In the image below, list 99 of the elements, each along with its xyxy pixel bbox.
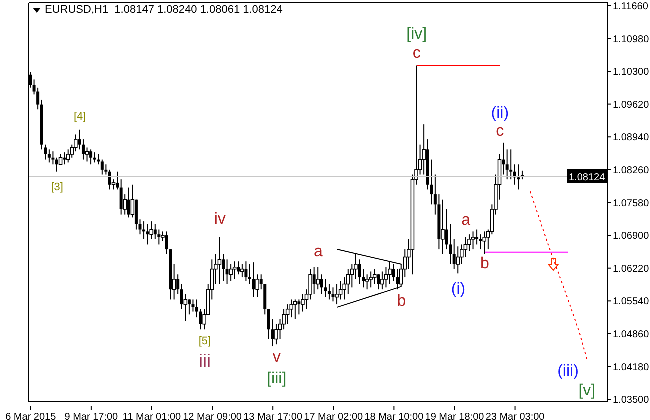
candlestick bbox=[229, 264, 233, 282]
candlestick bbox=[517, 164, 520, 190]
ref-line-label: 1.08124 bbox=[569, 172, 606, 184]
candlestick bbox=[312, 266, 316, 295]
candlestick bbox=[176, 274, 180, 295]
candlestick bbox=[476, 229, 479, 246]
y-tick-label: 1.07580 bbox=[613, 198, 650, 210]
candlestick bbox=[222, 254, 225, 282]
annotation: [3] bbox=[51, 182, 64, 194]
candlestick bbox=[380, 271, 384, 290]
annotation: b bbox=[480, 256, 490, 273]
candlestick bbox=[471, 231, 476, 250]
candlestick bbox=[116, 171, 120, 190]
x-tick-label: 19 Mar 18:00 bbox=[425, 412, 485, 420]
y-tick-label: 1.04860 bbox=[613, 330, 650, 341]
annotation: [5] bbox=[198, 336, 212, 348]
candlestick bbox=[52, 151, 55, 166]
candlestick bbox=[78, 129, 82, 150]
candlestick bbox=[93, 152, 96, 164]
candlestick bbox=[55, 157, 58, 172]
y-tick-label: 1.03500 bbox=[613, 395, 650, 406]
y-tick-label: 1.11660 bbox=[613, 1, 649, 12]
candlestick bbox=[335, 284, 339, 306]
candlestick bbox=[48, 149, 51, 164]
candlestick bbox=[324, 278, 328, 298]
candlestick bbox=[362, 268, 366, 288]
x-tick-label: 13 Mar 17:00 bbox=[244, 412, 303, 420]
candlestick bbox=[338, 280, 343, 300]
candlestick bbox=[108, 169, 112, 190]
candlestick bbox=[294, 299, 298, 320]
y-tick-label: 1.10300 bbox=[613, 67, 650, 78]
candlestick bbox=[332, 287, 335, 302]
candlestick bbox=[192, 299, 195, 312]
candlestick bbox=[199, 308, 202, 330]
candlestick bbox=[218, 236, 222, 285]
candlestick bbox=[82, 139, 85, 160]
y-tick-label: 1.06220 bbox=[613, 264, 650, 275]
annotation: (i) bbox=[451, 280, 466, 298]
candlestick bbox=[510, 149, 513, 180]
candlestick bbox=[127, 187, 130, 218]
candlestick bbox=[226, 259, 229, 285]
x-tick-label: 9 Mar 17:00 bbox=[64, 412, 119, 420]
y-tick-label: 1.06900 bbox=[613, 231, 650, 242]
x-tick-label: 23 Mar 03:00 bbox=[486, 412, 546, 420]
candlestick bbox=[372, 268, 377, 285]
candlestick bbox=[252, 262, 256, 298]
candlestick bbox=[328, 284, 331, 300]
candlestick bbox=[301, 294, 305, 312]
y-tick-label: 1.09620 bbox=[613, 100, 650, 111]
candlestick bbox=[232, 261, 237, 280]
annotation: [iv] bbox=[406, 26, 428, 44]
y-tick-label: 1.08260 bbox=[613, 165, 650, 176]
line-series bbox=[530, 191, 588, 360]
candlestick bbox=[506, 149, 509, 180]
candlestick bbox=[369, 271, 373, 288]
candlestick bbox=[298, 299, 301, 316]
annotation: iv bbox=[214, 210, 226, 228]
x-tick-label: 12 Mar 09:00 bbox=[183, 412, 242, 420]
candlestick bbox=[320, 274, 324, 295]
annotation: [4] bbox=[74, 110, 86, 123]
candlestick bbox=[188, 299, 191, 316]
candlestick bbox=[146, 224, 150, 246]
annotation: (ii) bbox=[491, 105, 510, 122]
y-tick-label: 1.08940 bbox=[613, 132, 650, 144]
candlestick bbox=[196, 299, 199, 318]
x-tick-label: 11 Mar 01:00 bbox=[122, 412, 182, 420]
candlestick bbox=[316, 266, 320, 290]
candlestick bbox=[100, 159, 104, 176]
chart-title: EURUSD,H1 1.08147 1.08240 1.08061 1.08124 bbox=[45, 4, 283, 16]
annotation: v bbox=[272, 348, 281, 366]
annotation: c bbox=[496, 123, 504, 140]
candlestick bbox=[90, 149, 93, 166]
candlestick bbox=[165, 231, 168, 255]
x-tick-label: 6 Mar 2015 bbox=[6, 412, 57, 420]
candlestick bbox=[479, 234, 482, 250]
annotation: [v] bbox=[578, 382, 596, 400]
y-tick-label: 1.05540 bbox=[613, 296, 650, 308]
annotation: (iii) bbox=[558, 362, 579, 380]
candlestick bbox=[244, 261, 248, 282]
annotation: c bbox=[412, 44, 421, 62]
candlestick bbox=[482, 231, 487, 255]
candlestick bbox=[248, 264, 252, 285]
candlestick bbox=[240, 264, 244, 278]
candlestick bbox=[63, 152, 66, 166]
candlestick bbox=[66, 149, 70, 164]
candlestick bbox=[452, 238, 456, 270]
x-tick-label: 18 Mar 10:00 bbox=[364, 412, 424, 420]
annotation: iii bbox=[198, 351, 211, 372]
x-tick-label: 17 Mar 02:00 bbox=[304, 412, 364, 420]
y-tick-label: 1.04180 bbox=[613, 362, 650, 374]
annotation: a bbox=[314, 244, 324, 261]
candlestick bbox=[237, 261, 240, 276]
candlestick bbox=[120, 179, 123, 216]
annotation: b bbox=[397, 292, 406, 310]
annotation: [iii] bbox=[267, 370, 287, 388]
annotation: a bbox=[462, 212, 471, 229]
y-tick-label: 1.10980 bbox=[613, 34, 650, 46]
candlestick bbox=[104, 164, 108, 176]
candlestick bbox=[274, 324, 278, 346]
